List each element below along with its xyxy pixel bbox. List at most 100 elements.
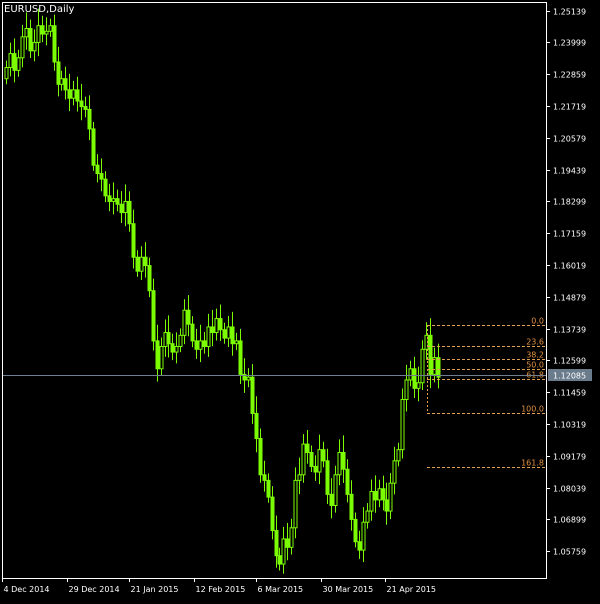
candle-body	[420, 348, 425, 384]
candle-body	[56, 61, 61, 85]
candle	[115, 189, 120, 212]
price-tick-label: 1.16019	[553, 262, 586, 271]
candle	[151, 278, 156, 351]
candle-body	[170, 343, 175, 353]
candle	[329, 478, 334, 519]
candle	[428, 318, 433, 389]
candle	[412, 356, 417, 398]
time-tick-label: 21 Jan 2015	[131, 585, 179, 594]
candle	[420, 340, 425, 390]
time-tick-label: 30 Mar 2015	[323, 585, 374, 594]
candle-body	[194, 340, 199, 350]
candle	[103, 171, 108, 203]
candle-body	[277, 555, 282, 565]
candle	[178, 328, 183, 353]
candle	[436, 343, 441, 389]
candle	[258, 428, 263, 483]
candle	[365, 503, 370, 529]
candle-body	[75, 89, 80, 102]
candle-body	[178, 334, 183, 347]
price-tick-label: 1.17159	[553, 230, 586, 239]
candle	[28, 19, 33, 59]
candle-body	[131, 223, 136, 258]
candle-body	[16, 57, 21, 71]
fib-level-label: 0.0	[531, 317, 544, 326]
time-tick-label: 12 Feb 2015	[196, 585, 246, 594]
candle-body	[8, 53, 13, 69]
candle-body	[341, 451, 346, 470]
candle-body	[67, 89, 72, 99]
candle	[174, 332, 179, 364]
time-tick-label: 29 Dec 2014	[69, 585, 120, 594]
candle-body	[214, 318, 219, 334]
price-tick-label: 1.20579	[553, 135, 586, 144]
price-tick-label: 1.12599	[553, 357, 586, 366]
price-tick-label: 1.08039	[553, 485, 586, 494]
price-tick-label: 1.11459	[553, 389, 586, 398]
candles-layer	[4, 8, 441, 574]
candle-body	[305, 443, 310, 453]
candle	[250, 364, 255, 424]
candle	[377, 479, 382, 508]
candle-body	[357, 541, 362, 551]
candle	[24, 12, 29, 50]
candle-body	[159, 345, 164, 370]
candle-body	[20, 36, 25, 59]
price-tick-label: 1.10319	[553, 421, 586, 430]
candle-body	[32, 41, 37, 52]
candle-body	[436, 357, 441, 378]
candle	[71, 80, 76, 106]
price-tick-label: 1.13739	[553, 326, 586, 335]
candle	[87, 95, 92, 141]
candle	[222, 322, 227, 344]
candle-body	[182, 309, 187, 336]
candle-body	[404, 379, 409, 400]
candle	[170, 333, 175, 361]
candle-body	[202, 340, 207, 347]
candle	[218, 304, 223, 342]
candle-body	[349, 493, 354, 520]
candle-body	[238, 340, 243, 375]
candle	[214, 308, 219, 341]
candle	[83, 96, 88, 118]
candle-body	[12, 53, 17, 71]
candle-body	[408, 368, 413, 381]
time-tick-label: 4 Dec 2014	[4, 585, 50, 594]
candle-body	[95, 164, 100, 175]
candle-body	[250, 376, 255, 414]
candle	[262, 460, 267, 492]
candle	[289, 518, 294, 555]
candle	[79, 83, 84, 121]
candle	[59, 70, 64, 91]
symbol-timeframe-label: EURUSD,Daily	[4, 4, 75, 15]
candle	[301, 434, 306, 483]
price-axis[interactable]: 1.25139 1.23999 1.22859 1.21719 1.20579 1.194…	[546, 8, 586, 557]
time-tick-label: 21 Apr 2015	[387, 585, 436, 594]
candle	[321, 441, 326, 468]
candle-body	[293, 479, 298, 529]
candle	[198, 324, 203, 363]
candle-body	[155, 340, 160, 370]
price-tick-label: 1.22859	[553, 71, 586, 80]
candle	[131, 209, 136, 269]
candle-body	[210, 326, 215, 334]
candle-body	[87, 108, 92, 130]
candle	[67, 73, 72, 112]
candle	[159, 337, 164, 377]
candle-body	[317, 449, 322, 473]
candle	[44, 17, 49, 46]
candle-body	[28, 27, 33, 52]
candle	[309, 445, 314, 473]
time-axis[interactable]: 4 Dec 2014 29 Dec 2014 21 Jan 2015 12 Feb 2…	[2, 578, 436, 594]
candle-body	[361, 521, 366, 551]
candle	[266, 473, 271, 503]
candle-body	[333, 474, 338, 506]
fib-level-label: 23.6	[526, 338, 544, 347]
candle	[48, 18, 53, 37]
candle-body	[281, 538, 286, 565]
candle-body	[44, 30, 49, 35]
candle	[143, 242, 148, 278]
candle-body	[432, 357, 437, 375]
